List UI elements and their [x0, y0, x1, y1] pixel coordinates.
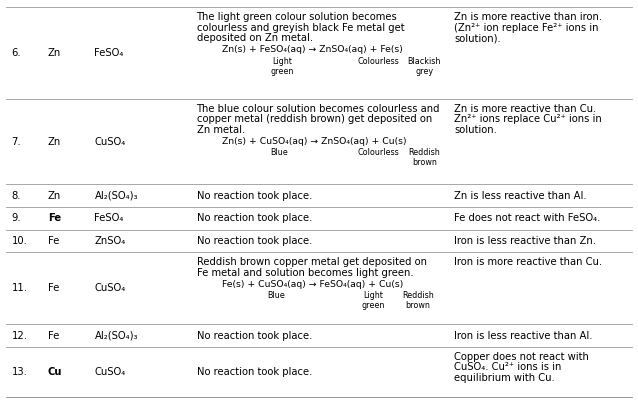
Text: 10.: 10.: [11, 236, 27, 246]
Text: Zn metal.: Zn metal.: [197, 125, 245, 135]
Text: No reaction took place.: No reaction took place.: [197, 191, 312, 201]
Text: Zn²⁺ ions replace Cu²⁺ ions in: Zn²⁺ ions replace Cu²⁺ ions in: [454, 114, 602, 124]
Text: Blackish
grey: Blackish grey: [408, 57, 441, 76]
Text: Zn: Zn: [48, 137, 61, 147]
Text: solution.: solution.: [454, 125, 497, 135]
Text: (Zn²⁺ ion replace Fe²⁺ ions in: (Zn²⁺ ion replace Fe²⁺ ions in: [454, 23, 598, 33]
Text: Cu: Cu: [48, 367, 63, 377]
Text: Zn: Zn: [48, 191, 61, 201]
Text: Zn(s) + CuSO₄(aq) → ZnSO₄(aq) + Cu(s): Zn(s) + CuSO₄(aq) → ZnSO₄(aq) + Cu(s): [222, 137, 406, 146]
Text: Iron is more reactive than Cu.: Iron is more reactive than Cu.: [454, 257, 602, 267]
Text: Fe: Fe: [48, 283, 59, 293]
Text: 6.: 6.: [11, 48, 21, 58]
Text: 12.: 12.: [11, 330, 27, 341]
Text: Zn: Zn: [48, 48, 61, 58]
Text: No reaction took place.: No reaction took place.: [197, 236, 312, 246]
Text: copper metal (reddish brown) get deposited on: copper metal (reddish brown) get deposit…: [197, 114, 432, 124]
Text: 8.: 8.: [11, 191, 21, 201]
Text: Reddish brown copper metal get deposited on: Reddish brown copper metal get deposited…: [197, 257, 427, 267]
Text: FeSO₄: FeSO₄: [94, 213, 124, 223]
Text: deposited on Zn metal.: deposited on Zn metal.: [197, 33, 313, 43]
Text: Colourless: Colourless: [357, 148, 399, 157]
Text: 7.: 7.: [11, 137, 21, 147]
Text: equilibrium with Cu.: equilibrium with Cu.: [454, 373, 555, 383]
Text: 9.: 9.: [11, 213, 21, 223]
Text: No reaction took place.: No reaction took place.: [197, 330, 312, 341]
Text: Zn is more reactive than Cu.: Zn is more reactive than Cu.: [454, 104, 597, 114]
Text: CuSO₄: CuSO₄: [94, 137, 126, 147]
Text: Light
green: Light green: [271, 57, 294, 76]
Text: CuSO₄: CuSO₄: [94, 283, 126, 293]
Text: CuSO₄: CuSO₄: [94, 367, 126, 377]
Text: ZnSO₄: ZnSO₄: [94, 236, 126, 246]
Text: Iron is less reactive than Al.: Iron is less reactive than Al.: [454, 330, 593, 341]
Text: Fe does not react with FeSO₄.: Fe does not react with FeSO₄.: [454, 213, 600, 223]
Text: Reddish
brown: Reddish brown: [408, 148, 440, 168]
Text: Zn(s) + FeSO₄(aq) → ZnSO₄(aq) + Fe(s): Zn(s) + FeSO₄(aq) → ZnSO₄(aq) + Fe(s): [222, 45, 403, 54]
Text: CuSO₄. Cu²⁺ ions is in: CuSO₄. Cu²⁺ ions is in: [454, 362, 561, 372]
Text: Fe: Fe: [48, 236, 59, 246]
Text: Fe(s) + CuSO₄(aq) → FeSO₄(aq) + Cu(s): Fe(s) + CuSO₄(aq) → FeSO₄(aq) + Cu(s): [222, 280, 403, 289]
Text: Blue: Blue: [267, 291, 285, 300]
Text: No reaction took place.: No reaction took place.: [197, 213, 312, 223]
Text: Fe: Fe: [48, 213, 61, 223]
Text: Colourless: Colourless: [357, 57, 399, 65]
Text: solution).: solution).: [454, 33, 501, 43]
Text: Blue: Blue: [271, 148, 288, 157]
Text: FeSO₄: FeSO₄: [94, 48, 124, 58]
Text: 13.: 13.: [11, 367, 27, 377]
Text: Reddish
brown: Reddish brown: [402, 291, 434, 310]
Text: Copper does not react with: Copper does not react with: [454, 352, 589, 362]
Text: Zn is more reactive than iron.: Zn is more reactive than iron.: [454, 12, 602, 22]
Text: No reaction took place.: No reaction took place.: [197, 367, 312, 377]
Text: Al₂(SO₄)₃: Al₂(SO₄)₃: [94, 191, 138, 201]
Text: Iron is less reactive than Zn.: Iron is less reactive than Zn.: [454, 236, 597, 246]
Text: 11.: 11.: [11, 283, 27, 293]
Text: The blue colour solution becomes colourless and: The blue colour solution becomes colourl…: [197, 104, 440, 114]
Text: The light green colour solution becomes: The light green colour solution becomes: [197, 12, 397, 22]
Text: Light
green: Light green: [362, 291, 385, 310]
Text: Fe metal and solution becomes light green.: Fe metal and solution becomes light gree…: [197, 267, 413, 278]
Text: Zn is less reactive than Al.: Zn is less reactive than Al.: [454, 191, 587, 201]
Text: Al₂(SO₄)₃: Al₂(SO₄)₃: [94, 330, 138, 341]
Text: colourless and greyish black Fe metal get: colourless and greyish black Fe metal ge…: [197, 23, 404, 33]
Text: Fe: Fe: [48, 330, 59, 341]
